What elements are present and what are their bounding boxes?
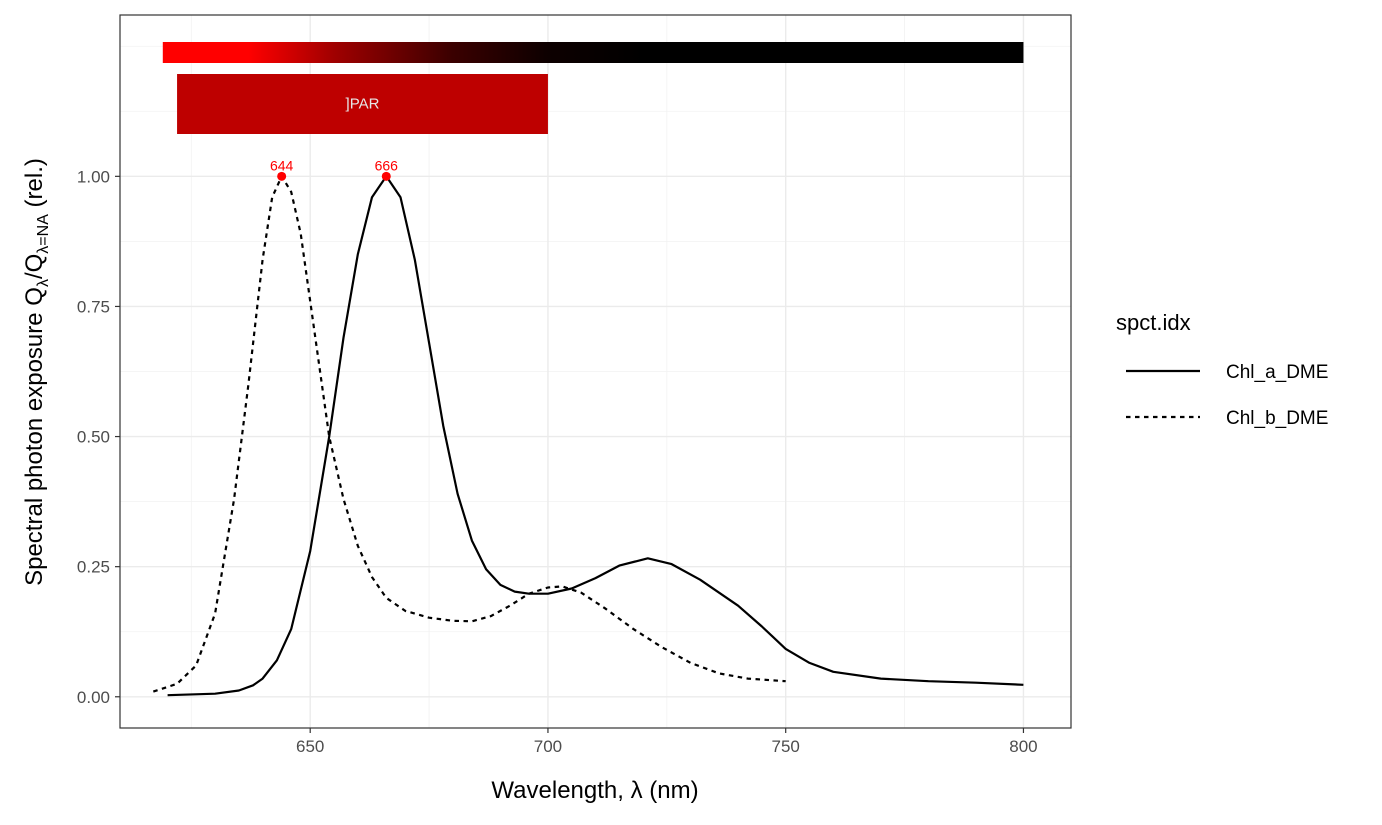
par-band-label: ]PAR: [346, 96, 380, 113]
y-tick-label: 0.00: [77, 688, 110, 707]
peak-point: [381, 171, 391, 181]
x-tick-label: 800: [1009, 737, 1037, 756]
peaks-group: 644 666: [270, 157, 398, 181]
series-group: [152, 175, 1024, 697]
waveband-gradient-bar: [162, 42, 1024, 63]
y-tick-label: 0.50: [77, 428, 110, 447]
y-axis-title-suffix: (rel.): [21, 158, 48, 214]
y-tick-label: 0.75: [77, 297, 110, 316]
legend-title: spct.idx: [1116, 310, 1191, 335]
y-axis-title-sub2: λ=NA: [35, 214, 52, 254]
peak-point: [277, 171, 287, 181]
y-axis-title-mid: /Q: [21, 254, 48, 279]
peak-label: 666: [375, 157, 399, 173]
legend-items: Chl_a_DME Chl_b_DME: [1126, 362, 1328, 429]
y-axis-title-sub1: λ: [35, 279, 52, 287]
legend-label: Chl_a_DME: [1226, 362, 1328, 383]
y-tick-label: 0.25: [77, 558, 110, 577]
y-axis-title-prefix: Spectral photon exposure Q: [21, 287, 48, 586]
x-tick-label: 750: [772, 737, 800, 756]
par-band-rect: [177, 74, 548, 134]
x-tick-label: 650: [296, 737, 324, 756]
y-axis-title: Spectral photon exposure Qλ/Qλ=NA (rel.): [21, 158, 52, 586]
x-axis-title: Wavelength, λ (nm): [491, 777, 698, 804]
peak-label: 644: [270, 157, 294, 173]
x-axis: 650 700 750 800: [296, 728, 1038, 756]
y-tick-label: 1.00: [77, 167, 110, 186]
plot-panel-border: [119, 14, 1072, 729]
legend: spct.idx Chl_a_DME Chl_b_DME: [1116, 310, 1328, 429]
series-line-chl-a-dme: [167, 175, 1024, 697]
legend-label: Chl_b_DME: [1226, 408, 1328, 429]
x-tick-label: 700: [534, 737, 562, 756]
y-axis: 0.00 0.25 0.50 0.75 1.00: [77, 167, 120, 707]
